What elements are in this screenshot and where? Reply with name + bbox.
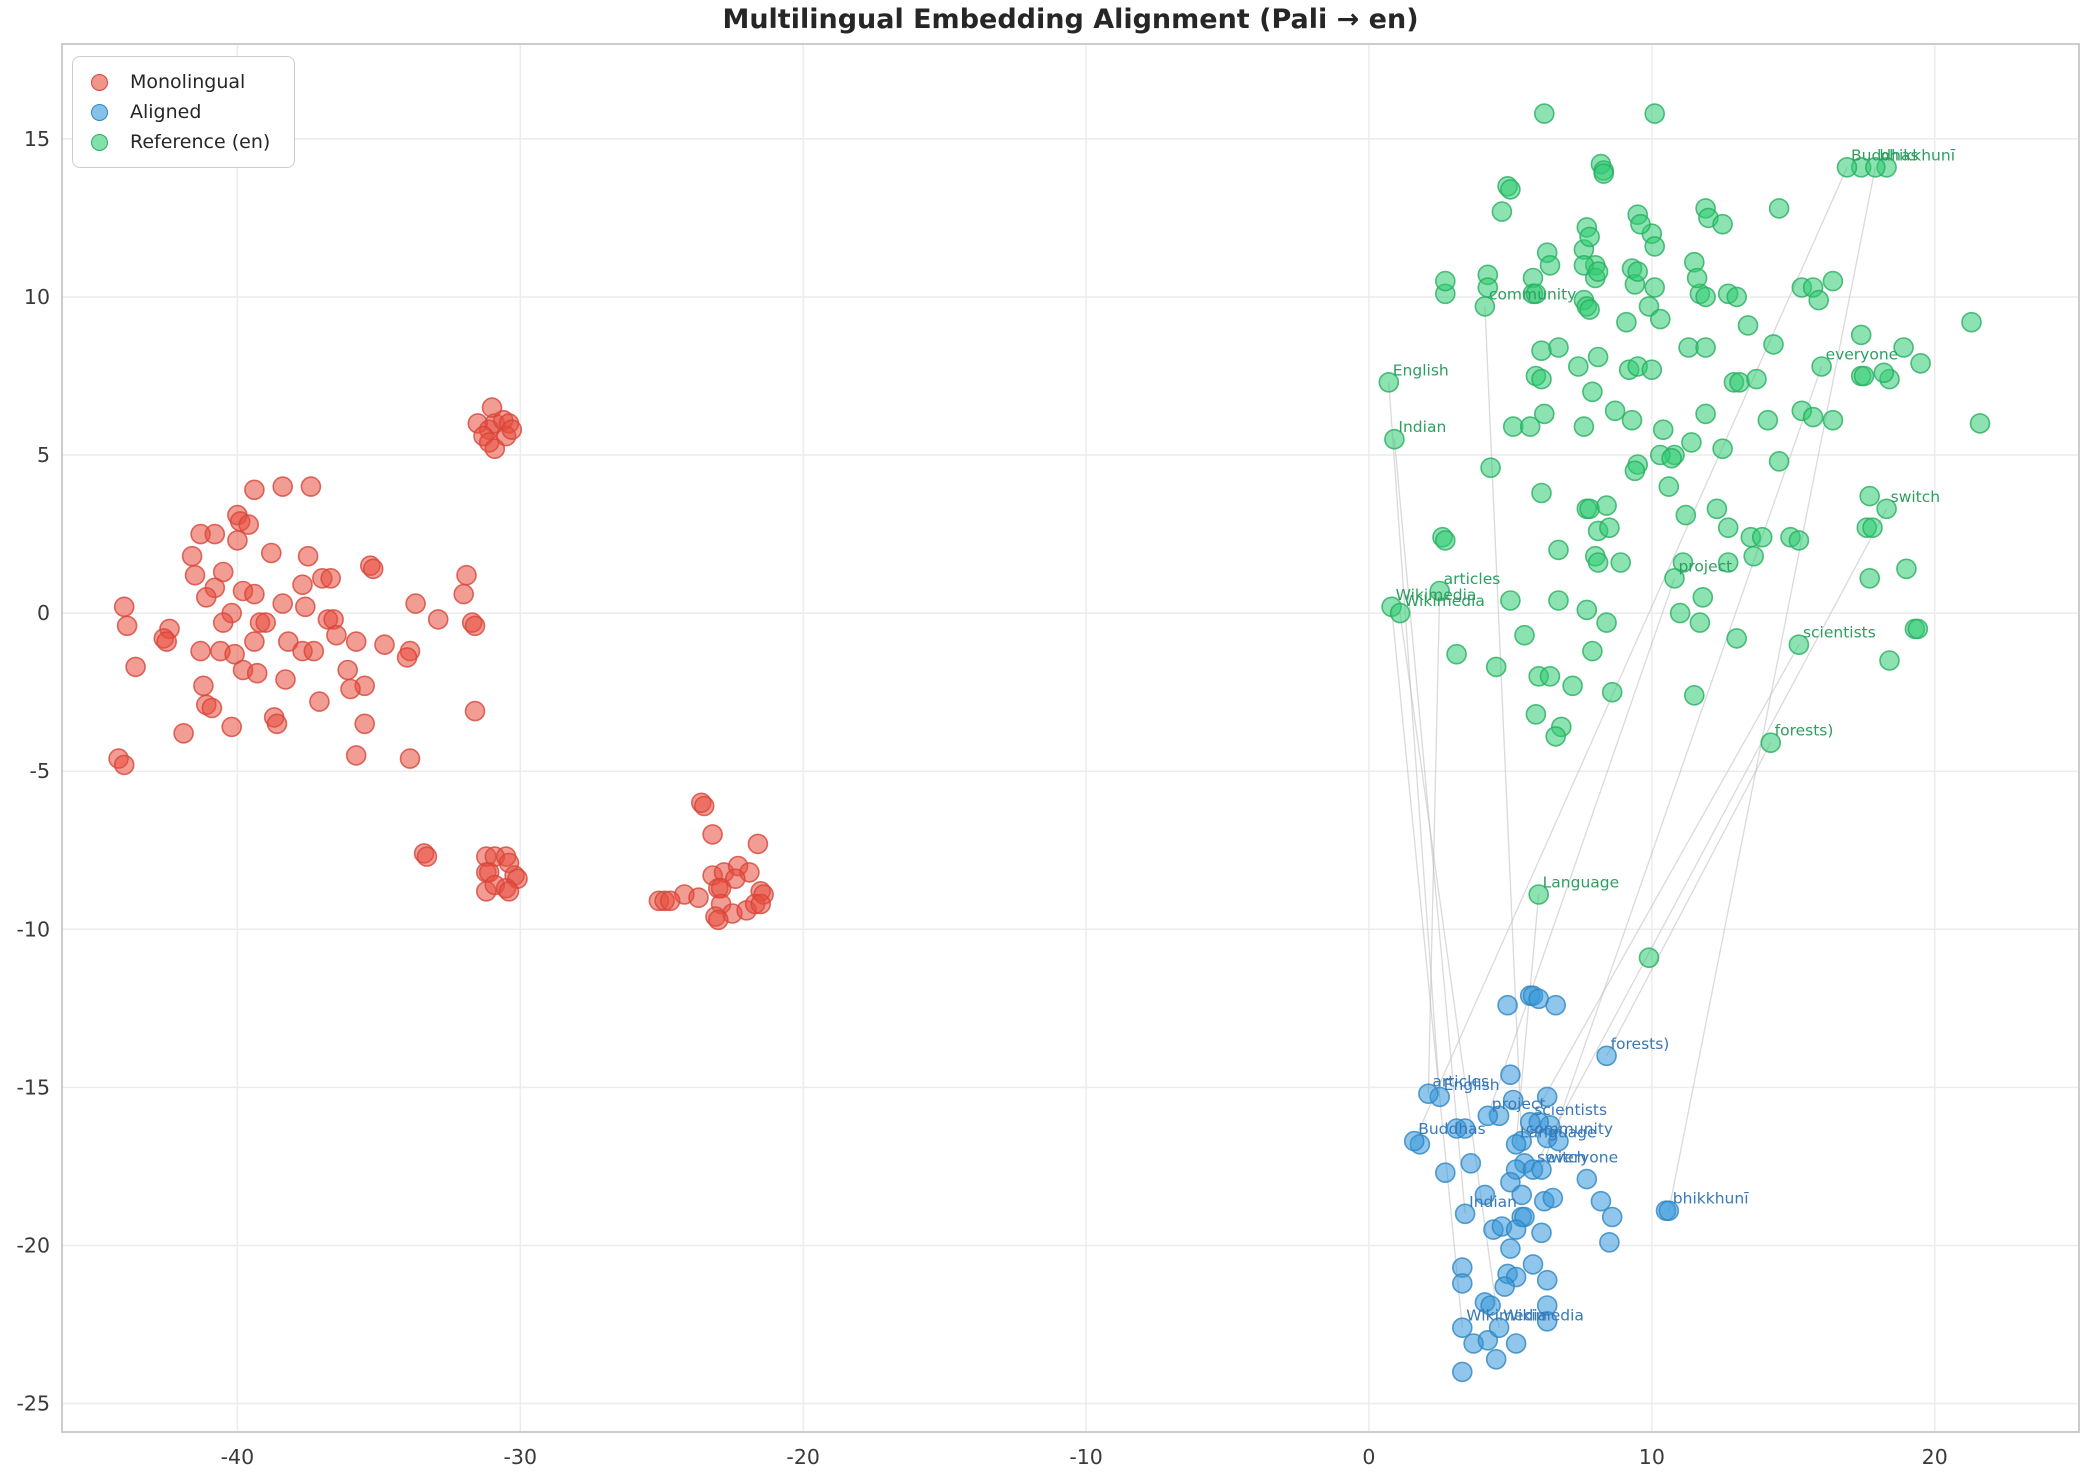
x-tick-label: 10 [1639, 1445, 1665, 1469]
y-tick-label: -15 [17, 1075, 50, 1099]
y-tick-label: 0 [37, 601, 50, 625]
x-tick-label: -40 [221, 1445, 254, 1469]
y-tick-label: -10 [17, 917, 50, 941]
reference-word-label: Buddhas [1851, 146, 1919, 164]
aligned-word-label: Language [1520, 1123, 1597, 1141]
legend-label: Reference (en) [130, 131, 271, 153]
aligned-word-label: scientists [1534, 1101, 1607, 1119]
reference-word-label: English [1393, 361, 1449, 379]
x-tick-label: -20 [786, 1445, 819, 1469]
aligned-marker-icon [91, 103, 108, 121]
reference-word-label: switch [1891, 488, 1940, 506]
x-tick-label: -10 [1069, 1445, 1102, 1469]
reference-word-label: project [1678, 557, 1732, 575]
legend: Monolingual Aligned Reference (en) [72, 56, 296, 168]
aligned-word-label: Buddhas [1418, 1120, 1486, 1138]
chart-title: Multilingual Embedding Alignment (Pali →… [722, 4, 1419, 35]
x-tick-label: -30 [504, 1445, 537, 1469]
reference-marker-icon [91, 133, 108, 151]
x-tick-label: 20 [1922, 1445, 1948, 1469]
y-tick-label: -25 [17, 1392, 50, 1416]
x-tick-label: 0 [1362, 1445, 1375, 1469]
reference-word-label: bhikkhunī [1879, 146, 1955, 164]
y-tick-label: -20 [17, 1233, 50, 1257]
legend-label: Aligned [130, 101, 202, 123]
reference-word-label: Wikimedia [1404, 592, 1485, 610]
aligned-word-label: bhikkhunī [1673, 1190, 1749, 1208]
aligned-word-label: everyone [1546, 1149, 1619, 1167]
aligned-word-label: articles [1432, 1073, 1489, 1091]
aligned-word-label: community [1526, 1120, 1613, 1138]
reference-word-label: Wikimedia [1396, 586, 1477, 604]
aligned-word-label: project [1492, 1095, 1546, 1113]
aligned-word-label: Wikimedia [1466, 1307, 1547, 1325]
reference-word-label: everyone [1826, 345, 1899, 363]
y-tick-label: -5 [30, 759, 50, 783]
aligned-word-label: forests) [1611, 1035, 1670, 1053]
reference-word-label: forests) [1775, 722, 1834, 740]
aligned-word-label: Wikimedia [1503, 1307, 1584, 1325]
aligned-word-label: English [1444, 1076, 1500, 1094]
reference-word-label: articles [1444, 570, 1501, 588]
aligned-word-label: Indian [1469, 1193, 1517, 1211]
legend-item-monolingual: Monolingual [91, 67, 270, 97]
legend-item-reference: Reference (en) [91, 127, 270, 157]
reference-word-label: Language [1543, 874, 1620, 892]
monolingual-marker-icon [91, 73, 108, 91]
aligned-word-label: switch [1537, 1149, 1586, 1167]
y-tick-label: 15 [24, 127, 50, 151]
y-tick-label: 10 [24, 285, 50, 309]
legend-item-aligned: Aligned [91, 97, 270, 127]
legend-label: Monolingual [130, 71, 246, 93]
reference-word-label: community [1489, 285, 1576, 303]
reference-word-label: Indian [1398, 418, 1446, 436]
y-tick-label: 5 [37, 443, 50, 467]
reference-word-label: scientists [1803, 624, 1876, 642]
